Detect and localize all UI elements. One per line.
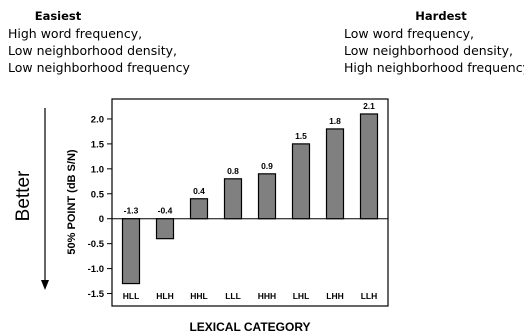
hardest-line-2: Low neighborhood density,	[344, 43, 513, 58]
y-tick-label: -1.5	[88, 289, 105, 300]
bar-hhl	[189, 198, 209, 220]
y-tick-label: 0	[99, 214, 104, 225]
data-label-lhl: 1.5	[295, 131, 307, 141]
plot-frame	[111, 98, 389, 307]
y-tick-label: 1.5	[91, 139, 105, 150]
x-axis-title: LEXICAL CATEGORY	[189, 320, 310, 334]
bar-hhh	[257, 173, 277, 220]
category-label-hhl: HHL	[190, 291, 207, 301]
easiest-line-3: Low neighborhood frequency	[8, 60, 190, 75]
y-tick-label: 0.5	[91, 189, 105, 200]
data-label-hhh: 0.9	[261, 161, 273, 171]
down-arrow-icon	[41, 108, 49, 290]
data-label-llh: 2.1	[363, 101, 375, 111]
easiest-annotation: Easiest High word frequency, Low neighbo…	[8, 8, 208, 76]
easiest-line-2: Low neighborhood density,	[8, 43, 177, 58]
y-tick-label: 1.0	[91, 164, 104, 175]
bar-lhh	[325, 128, 345, 220]
category-label-llh: LLH	[361, 291, 378, 301]
category-label-lhl: LHL	[293, 291, 310, 301]
hardest-line-3: High neighborhood frequency	[344, 60, 524, 75]
hardest-heading: Hardest	[415, 9, 467, 23]
category-label-hhh: HHH	[258, 291, 276, 301]
bars-group	[121, 113, 379, 285]
y-tick-label: -1.0	[88, 264, 104, 275]
data-label-hlh: -0.4	[158, 206, 173, 216]
bar-llh	[359, 113, 379, 220]
data-label-lll: 0.8	[227, 166, 239, 176]
category-label-hll: HLL	[123, 291, 140, 301]
y-axis-title: 50% POINT (dB S/N)	[66, 149, 78, 254]
category-label-lll: LLL	[225, 291, 241, 301]
bar-hll	[121, 218, 141, 285]
bar-lll	[223, 178, 243, 220]
bar-hlh	[155, 218, 175, 240]
easiest-heading: Easiest	[34, 9, 82, 23]
easiest-line-1: High word frequency,	[8, 26, 143, 41]
data-labels-group: -1.3 -0.4 0.4 0.8 0.9 1.5 1.8 2.1	[124, 101, 376, 216]
x-axis-categories: HLL HLH HHL LLL HHH LHL LHH LLH	[123, 291, 378, 301]
data-label-hhl: 0.4	[193, 186, 205, 196]
data-label-hll: -1.3	[124, 206, 139, 216]
y-tick-label: -0.5	[88, 239, 105, 250]
hardest-annotation: Hardest Low word frequency, Low neighbor…	[344, 8, 524, 76]
category-label-hlh: HLH	[156, 291, 173, 301]
category-label-lhh: LHH	[326, 291, 343, 301]
data-label-lhh: 1.8	[329, 116, 341, 126]
bar-lhl	[291, 143, 311, 220]
hardest-line-1: Low word frequency,	[344, 26, 474, 41]
y-tick-label: 2.0	[91, 114, 104, 125]
